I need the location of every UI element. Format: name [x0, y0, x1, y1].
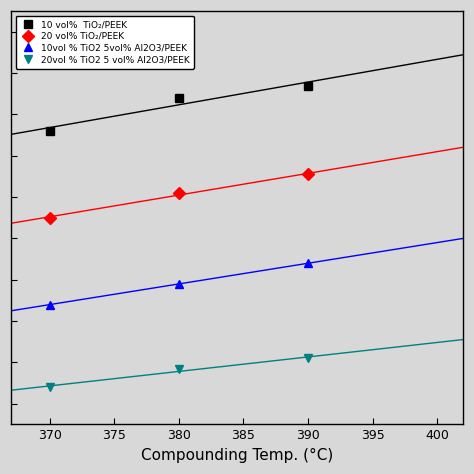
- 10vol % TiO2 5vol% Al2O3/PEEK: [305, 260, 311, 266]
- 20 vol% TiO₂/PEEK: [176, 190, 182, 196]
- 20vol % TiO2 5 vol% Al2O3/PEEK: [47, 384, 53, 390]
- Line: 20vol % TiO2 5 vol% Al2O3/PEEK: 20vol % TiO2 5 vol% Al2O3/PEEK: [46, 354, 312, 392]
- 20vol % TiO2 5 vol% Al2O3/PEEK: [305, 356, 311, 361]
- 10vol % TiO2 5vol% Al2O3/PEEK: [176, 281, 182, 287]
- 10 vol%  TiO₂/PEEK: [47, 128, 53, 134]
- 20 vol% TiO₂/PEEK: [47, 215, 53, 220]
- 10vol % TiO2 5vol% Al2O3/PEEK: [47, 302, 53, 308]
- Line: 20 vol% TiO₂/PEEK: 20 vol% TiO₂/PEEK: [46, 170, 312, 222]
- 20vol % TiO2 5 vol% Al2O3/PEEK: [176, 366, 182, 372]
- 20 vol% TiO₂/PEEK: [305, 172, 311, 177]
- Legend: 10 vol%  TiO₂/PEEK, 20 vol% TiO₂/PEEK, 10vol % TiO2 5vol% Al2O3/PEEK, 20vol % Ti: 10 vol% TiO₂/PEEK, 20 vol% TiO₂/PEEK, 10…: [16, 16, 194, 69]
- 10 vol%  TiO₂/PEEK: [176, 95, 182, 101]
- X-axis label: Compounding Temp. (°C): Compounding Temp. (°C): [141, 448, 333, 463]
- Line: 10vol % TiO2 5vol% Al2O3/PEEK: 10vol % TiO2 5vol% Al2O3/PEEK: [46, 259, 312, 309]
- 10 vol%  TiO₂/PEEK: [305, 82, 311, 88]
- Line: 10 vol%  TiO₂/PEEK: 10 vol% TiO₂/PEEK: [46, 82, 312, 135]
